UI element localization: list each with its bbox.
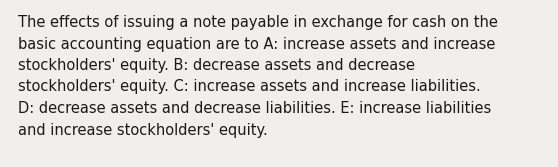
Text: and increase stockholders' equity.: and increase stockholders' equity. — [18, 123, 268, 137]
Text: stockholders' equity. C: increase assets and increase liabilities.: stockholders' equity. C: increase assets… — [18, 79, 481, 95]
Text: The effects of issuing a note payable in exchange for cash on the: The effects of issuing a note payable in… — [18, 15, 498, 30]
Text: D: decrease assets and decrease liabilities. E: increase liabilities: D: decrease assets and decrease liabilit… — [18, 101, 491, 116]
Text: stockholders' equity. B: decrease assets and decrease: stockholders' equity. B: decrease assets… — [18, 58, 415, 73]
Text: basic accounting equation are to A: increase assets and increase: basic accounting equation are to A: incr… — [18, 37, 496, 51]
